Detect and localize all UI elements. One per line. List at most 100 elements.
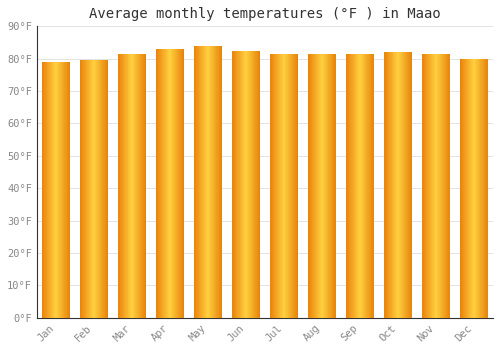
Bar bbox=[169, 49, 170, 318]
Bar bbox=[462, 59, 464, 318]
Bar bbox=[470, 59, 471, 318]
Bar bbox=[392, 52, 393, 318]
Bar bbox=[100, 60, 101, 318]
Bar bbox=[482, 59, 484, 318]
Bar bbox=[82, 60, 83, 318]
Bar bbox=[81, 60, 82, 318]
Bar bbox=[201, 46, 202, 318]
Bar bbox=[270, 54, 271, 318]
Bar bbox=[274, 54, 276, 318]
Bar bbox=[272, 54, 273, 318]
Bar bbox=[101, 60, 102, 318]
Bar bbox=[144, 54, 146, 318]
Bar bbox=[233, 51, 234, 318]
Bar bbox=[442, 54, 443, 318]
Bar bbox=[352, 54, 353, 318]
Bar bbox=[157, 49, 158, 318]
Bar bbox=[61, 62, 62, 318]
Bar bbox=[43, 62, 44, 318]
Bar bbox=[481, 59, 482, 318]
Bar bbox=[324, 54, 325, 318]
Bar bbox=[438, 54, 439, 318]
Bar bbox=[216, 46, 217, 318]
Bar bbox=[367, 54, 368, 318]
Bar bbox=[213, 46, 214, 318]
Bar bbox=[217, 46, 218, 318]
Bar bbox=[443, 54, 444, 318]
Bar bbox=[401, 52, 402, 318]
Bar bbox=[410, 52, 411, 318]
Bar bbox=[396, 52, 398, 318]
Bar bbox=[246, 51, 248, 318]
Bar bbox=[172, 49, 174, 318]
Bar bbox=[368, 54, 370, 318]
Bar bbox=[297, 54, 298, 318]
Bar bbox=[206, 46, 207, 318]
Bar bbox=[293, 54, 294, 318]
Bar bbox=[158, 49, 159, 318]
Bar bbox=[465, 59, 466, 318]
Bar bbox=[212, 46, 213, 318]
Bar bbox=[134, 54, 136, 318]
Bar bbox=[140, 54, 141, 318]
Bar bbox=[479, 59, 480, 318]
Bar bbox=[122, 54, 124, 318]
Bar bbox=[243, 51, 244, 318]
Bar bbox=[255, 51, 256, 318]
Bar bbox=[176, 49, 177, 318]
Bar bbox=[431, 54, 432, 318]
Bar bbox=[142, 54, 144, 318]
Bar bbox=[472, 59, 474, 318]
Bar bbox=[320, 54, 321, 318]
Bar bbox=[46, 62, 48, 318]
Bar bbox=[65, 62, 66, 318]
Bar bbox=[44, 62, 45, 318]
Bar bbox=[245, 51, 246, 318]
Bar bbox=[282, 54, 283, 318]
Bar bbox=[251, 51, 252, 318]
Bar bbox=[182, 49, 184, 318]
Bar bbox=[58, 62, 59, 318]
Bar bbox=[316, 54, 317, 318]
Bar bbox=[400, 52, 401, 318]
Bar bbox=[170, 49, 172, 318]
Bar bbox=[52, 62, 53, 318]
Bar bbox=[279, 54, 280, 318]
Bar bbox=[180, 49, 182, 318]
Bar bbox=[405, 52, 406, 318]
Bar bbox=[466, 59, 467, 318]
Bar bbox=[121, 54, 122, 318]
Bar bbox=[422, 54, 423, 318]
Bar bbox=[124, 54, 126, 318]
Bar bbox=[315, 54, 316, 318]
Bar bbox=[398, 52, 400, 318]
Bar bbox=[448, 54, 449, 318]
Bar bbox=[386, 52, 388, 318]
Bar bbox=[162, 49, 164, 318]
Bar bbox=[370, 54, 372, 318]
Bar bbox=[284, 54, 286, 318]
Bar bbox=[197, 46, 198, 318]
Bar bbox=[354, 54, 355, 318]
Bar bbox=[178, 49, 179, 318]
Bar bbox=[334, 54, 335, 318]
Bar bbox=[53, 62, 54, 318]
Bar bbox=[329, 54, 330, 318]
Bar bbox=[200, 46, 201, 318]
Bar bbox=[214, 46, 215, 318]
Bar bbox=[309, 54, 310, 318]
Bar bbox=[406, 52, 408, 318]
Bar bbox=[281, 54, 282, 318]
Bar bbox=[434, 54, 436, 318]
Bar bbox=[308, 54, 309, 318]
Bar bbox=[423, 54, 424, 318]
Bar bbox=[292, 54, 293, 318]
Bar bbox=[468, 59, 469, 318]
Bar bbox=[322, 54, 324, 318]
Bar bbox=[131, 54, 132, 318]
Bar bbox=[94, 60, 96, 318]
Bar bbox=[331, 54, 332, 318]
Bar bbox=[476, 59, 477, 318]
Bar bbox=[271, 54, 272, 318]
Bar bbox=[126, 54, 127, 318]
